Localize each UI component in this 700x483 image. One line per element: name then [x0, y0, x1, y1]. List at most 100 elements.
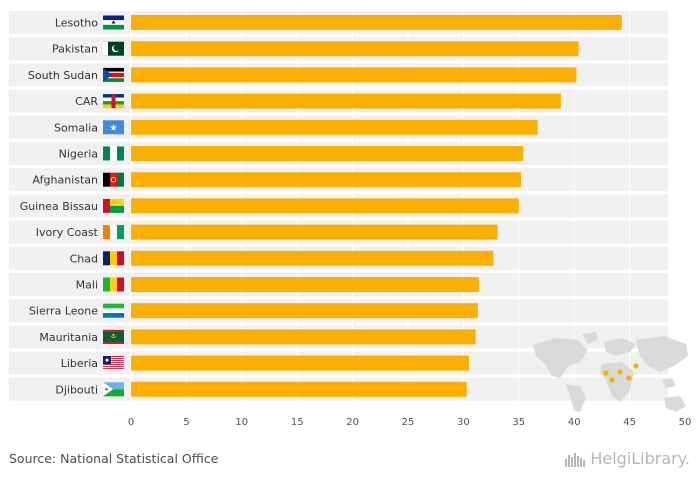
category-label: Nigeria	[59, 148, 98, 161]
bar	[131, 41, 579, 57]
bar	[131, 67, 577, 83]
flags	[103, 15, 124, 397]
nigeria-flag-icon	[103, 146, 124, 161]
x-tick-label: 25	[402, 417, 415, 428]
flag-part	[110, 205, 124, 213]
flag-part	[105, 358, 109, 362]
flag-part	[103, 360, 124, 362]
flag-part	[103, 72, 124, 78]
mauritania-flag-icon	[103, 329, 124, 344]
flag-part	[103, 329, 124, 332]
flag-part	[117, 225, 124, 240]
category-label: Lesotho	[55, 17, 98, 30]
mali-flag-icon	[103, 277, 124, 292]
bar	[131, 303, 478, 319]
flag-part	[103, 357, 124, 359]
bar-chart: Lesotho Pakistan South Sudan CAR Somalia Nige…	[9, 11, 692, 428]
flag-part	[110, 251, 117, 266]
flag-part	[103, 358, 124, 360]
car-flag-icon	[103, 94, 124, 109]
x-tick-label: 40	[568, 417, 581, 428]
x-tick-label: 35	[512, 417, 525, 428]
flag-part	[103, 361, 124, 363]
flag-part	[103, 369, 124, 371]
x-tick-label: 50	[679, 417, 692, 428]
bar	[131, 93, 561, 109]
category-label: Liberia	[61, 357, 98, 370]
category-label: Guinea Bissau	[20, 200, 98, 213]
lesotho-flag-icon	[103, 15, 124, 30]
flag-part	[103, 172, 110, 187]
flag-part	[103, 77, 124, 82]
bar	[131, 355, 469, 371]
map-landmass	[600, 362, 634, 402]
flag-part	[103, 359, 124, 361]
flag-part	[103, 364, 124, 366]
flag-part	[103, 303, 124, 309]
map-landmass	[664, 396, 686, 412]
category-label: Somalia	[54, 121, 98, 134]
category-label: Ivory Coast	[36, 226, 99, 239]
ivory-coast-flag-icon	[103, 225, 124, 240]
bar	[131, 146, 524, 161]
sierra-leone-flag-icon	[103, 303, 124, 318]
pakistan-flag-icon	[103, 41, 124, 56]
map-landmass	[582, 332, 598, 344]
x-tick-label: 5	[183, 417, 189, 428]
x-tick-label: 20	[346, 417, 359, 428]
flag-part	[103, 15, 124, 21]
flag-part	[103, 365, 124, 367]
map-highlight-dot	[617, 369, 623, 375]
bar	[131, 381, 467, 397]
category-label: Sierra Leone	[29, 305, 98, 318]
flag-part	[111, 20, 116, 24]
x-tick-label: 30	[457, 417, 470, 428]
bars	[131, 15, 622, 397]
x-tick-label: 15	[291, 417, 304, 428]
bar	[131, 224, 498, 240]
flag-part	[103, 362, 124, 364]
flag-part	[103, 382, 124, 390]
flag-part	[103, 24, 124, 30]
flag-part	[103, 389, 124, 397]
bar	[131, 119, 538, 135]
flag-part	[103, 77, 124, 79]
category-label: South Sudan	[28, 69, 98, 82]
x-tick-label: 45	[623, 417, 636, 428]
category-label: Mauritania	[39, 331, 98, 344]
category-label: Chad	[70, 252, 98, 265]
bar	[131, 172, 522, 188]
afghanistan-flag-icon	[103, 172, 124, 187]
flag-part	[103, 71, 124, 73]
flag-part	[103, 225, 110, 240]
flag-part	[110, 176, 117, 183]
flag-part	[103, 41, 108, 56]
category-label: Djibouti	[55, 383, 98, 396]
flag-part	[103, 367, 124, 369]
flag-part	[103, 198, 110, 213]
flag-part	[103, 146, 110, 161]
flag-part	[111, 94, 116, 109]
flag-part	[103, 251, 110, 266]
map-highlight-dot	[609, 377, 615, 383]
x-tick-label: 10	[235, 417, 248, 428]
liberia-flag-icon	[103, 356, 124, 371]
bar	[131, 250, 494, 266]
flag-part	[103, 382, 113, 397]
map-landmass	[636, 336, 688, 372]
bar	[131, 15, 622, 30]
map-highlight-dot	[603, 370, 609, 376]
chad-flag-icon	[103, 251, 124, 266]
flag-part	[103, 363, 124, 365]
flag-part	[103, 366, 124, 368]
flag-part	[112, 333, 115, 336]
flag-part	[109, 123, 118, 131]
flag-part	[103, 67, 124, 73]
brand-logo[interactable]: HelgiLibrary.	[564, 449, 690, 468]
category-label: Mali	[76, 279, 98, 292]
flag-part	[110, 198, 124, 206]
flag-part	[117, 251, 124, 266]
world-map-icon	[533, 332, 688, 412]
brand-name: HelgiLibrary.	[590, 449, 690, 468]
